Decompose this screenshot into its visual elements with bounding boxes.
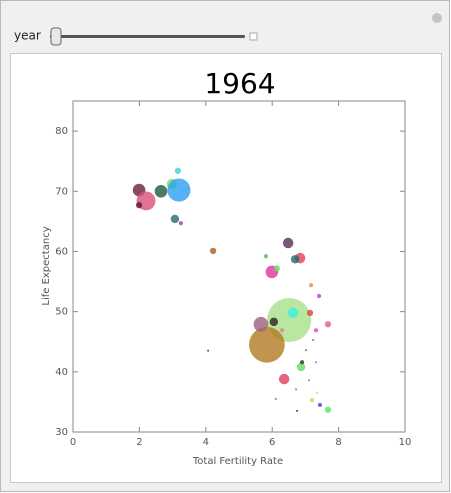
bubble bbox=[313, 328, 319, 333]
x-tick-label: 0 bbox=[70, 437, 76, 448]
bubble bbox=[280, 328, 285, 333]
bubble bbox=[170, 214, 180, 224]
bubble bbox=[269, 317, 279, 327]
bubble bbox=[263, 254, 268, 259]
y-tick-label: 80 bbox=[55, 126, 68, 137]
expand-button[interactable] bbox=[249, 32, 258, 41]
slider-track[interactable] bbox=[50, 35, 245, 38]
plot-panel bbox=[10, 53, 442, 483]
x-tick-label: 6 bbox=[269, 437, 275, 448]
bubble bbox=[296, 362, 306, 372]
bubble bbox=[324, 406, 332, 413]
bubble bbox=[308, 283, 314, 288]
bubble bbox=[249, 326, 285, 363]
x-tick-label: 8 bbox=[335, 437, 341, 448]
chart-title: 1964 bbox=[204, 67, 275, 100]
y-tick-label: 70 bbox=[55, 186, 68, 197]
bubble bbox=[154, 184, 168, 198]
bubble bbox=[209, 247, 217, 255]
x-tick-label: 10 bbox=[399, 437, 412, 448]
y-tick-label: 30 bbox=[55, 427, 68, 438]
bubble bbox=[317, 402, 323, 408]
bubble bbox=[314, 361, 318, 364]
bubble bbox=[282, 237, 294, 249]
bubble bbox=[178, 221, 183, 226]
bubble bbox=[316, 293, 322, 299]
y-tick-label: 40 bbox=[55, 367, 68, 378]
bubble bbox=[306, 309, 314, 316]
bubble bbox=[274, 397, 277, 400]
y-tick-label: 50 bbox=[55, 307, 68, 318]
bubble bbox=[308, 379, 311, 382]
control-label: year bbox=[14, 29, 41, 43]
bubble bbox=[324, 321, 332, 328]
bubble bbox=[295, 388, 298, 391]
slider-thumb[interactable] bbox=[50, 27, 62, 46]
x-axis-label: Total Fertility Rate bbox=[192, 456, 283, 467]
bubble bbox=[273, 265, 280, 272]
bubble bbox=[305, 349, 308, 352]
bubble bbox=[167, 178, 191, 202]
bubble bbox=[309, 398, 315, 403]
y-tick-label: 60 bbox=[55, 246, 68, 257]
bubble bbox=[296, 409, 299, 412]
bubble bbox=[278, 373, 290, 385]
y-axis-label: Life Expectancy bbox=[41, 226, 52, 305]
plot-frame bbox=[72, 100, 406, 433]
x-tick-label: 2 bbox=[136, 437, 142, 448]
bubble bbox=[315, 391, 319, 394]
bubble bbox=[287, 307, 299, 319]
bubble bbox=[135, 201, 143, 209]
x-tick-label: 4 bbox=[203, 437, 209, 448]
bubble bbox=[207, 349, 210, 352]
bubble bbox=[253, 316, 269, 332]
close-button[interactable] bbox=[432, 13, 442, 23]
bubble bbox=[311, 338, 315, 341]
bubble bbox=[299, 360, 305, 365]
bubble bbox=[290, 255, 300, 264]
bubble bbox=[174, 167, 182, 174]
